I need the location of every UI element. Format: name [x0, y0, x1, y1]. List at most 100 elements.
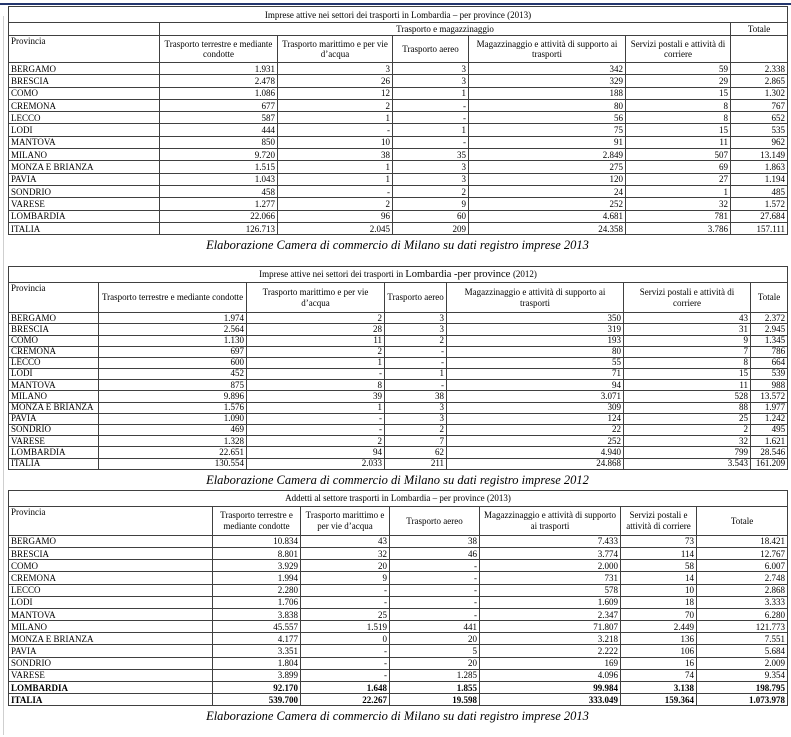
value-cell: 7.433 — [479, 534, 621, 548]
value-cell: 600 — [98, 356, 247, 370]
value-cell: 3.351 — [212, 644, 301, 658]
value-cell: 652 — [729, 111, 789, 125]
value-cell: 1 — [384, 368, 447, 381]
column-header-aereo: Trasporto aereo — [392, 35, 469, 63]
province-cell: PAVIA — [8, 644, 213, 658]
value-cell: 962 — [729, 135, 789, 150]
table-imprese-2012: Imprese attive nei settori dei trasporti… — [7, 266, 789, 470]
value-cell: 2.372 — [749, 312, 789, 325]
table-row: VARESE 1.328 2 7 252 32 1.621 — [8, 435, 789, 448]
value-cell: 8 — [246, 379, 385, 392]
value-cell: 3 — [277, 61, 393, 76]
value-cell: 1 — [277, 160, 393, 174]
column-header-provincia: Provincia — [8, 505, 213, 536]
value-cell: 94 — [246, 446, 385, 459]
value-cell: 96 — [277, 209, 393, 223]
value-cell: 8 — [623, 356, 751, 370]
province-cell: MONZA E BRIANZA — [8, 401, 99, 414]
value-cell: 2.280 — [212, 583, 301, 597]
table-row: MONZA E BRIANZA 1.576 1 3 309 88 1.977 — [8, 401, 789, 414]
value-cell: 4.681 — [468, 209, 626, 223]
value-cell: 2.849 — [468, 148, 626, 162]
value-cell: 28 — [246, 323, 385, 336]
value-cell: 28.546 — [749, 446, 789, 459]
value-cell: 528 — [623, 390, 751, 403]
value-cell: 2 — [246, 312, 385, 325]
province-cell: ITALIA — [8, 221, 160, 236]
table-row: LODI 1.706- -1.609 18 3.333 — [8, 595, 789, 609]
table-title: Addetti al settore trasporti in Lombardi… — [7, 489, 789, 507]
table-caption: Elaborazione Camera di commercio di Mila… — [206, 709, 589, 724]
table-row: LOMBARDIA 92.170 1.648 1.855 99.984 3.138 198.… — [8, 681, 789, 695]
province-cell: LECCO — [8, 583, 213, 597]
value-cell: 319 — [446, 323, 624, 336]
table-row: BRESCIA 8.801 32 46 3.774 114 12.767 — [8, 546, 789, 561]
value-cell: 1 — [625, 184, 731, 199]
province-cell: COMO — [8, 559, 213, 573]
province-cell: SONDRIO — [8, 656, 213, 670]
value-cell: 2 — [392, 184, 469, 199]
table-row: SONDRIO 1.804-20 169 16 2.009 — [8, 656, 789, 670]
value-cell: 1.194 — [729, 172, 789, 186]
value-cell: 309 — [446, 401, 624, 414]
value-cell: 2.868 — [695, 583, 789, 597]
value-cell: 7 — [623, 345, 751, 358]
province-cell: BRESCIA — [8, 74, 160, 88]
value-cell: 3 — [392, 74, 469, 88]
province-cell: MILANO — [8, 620, 213, 634]
table-row: BERGAMO 1.974 2 3 350 43 2.372 — [8, 312, 789, 325]
column-header-postali: Servizi postali e attività di corriere — [625, 35, 731, 63]
table-row: LECCO 2.280- -578 10 2.868 — [8, 583, 789, 597]
value-cell: 252 — [468, 197, 626, 211]
page-edge-line — [3, 16, 4, 735]
table-row: LODI 444-1 75 15 535 — [8, 123, 789, 137]
value-cell: 24 — [468, 184, 626, 199]
value-cell: 1.090 — [98, 412, 247, 426]
value-cell: 15 — [625, 86, 731, 100]
table-title: Imprese attive nei settori dei trasporti… — [7, 6, 789, 23]
province-cell: LODI — [8, 123, 160, 137]
value-cell: 3 — [384, 412, 447, 426]
province-cell: LECCO — [8, 356, 99, 370]
table-row: VARESE 3.899-1.285 4.096 74 9.354 — [8, 668, 789, 683]
value-cell: 1.277 — [159, 197, 278, 211]
value-cell: 3.929 — [212, 559, 301, 573]
province-cell: PAVIA — [8, 172, 160, 186]
province-cell: BRESCIA — [8, 323, 99, 336]
value-cell: 485 — [729, 184, 789, 199]
value-cell: 444 — [159, 123, 278, 137]
province-cell: COMO — [8, 334, 99, 347]
value-cell: 9 — [623, 334, 751, 347]
province-cell: MONZA E BRIANZA — [8, 160, 160, 174]
value-cell: 38 — [277, 148, 393, 162]
province-cell: COMO — [8, 86, 160, 100]
value-cell: 1.931 — [159, 61, 278, 76]
column-header-postali: Servizi postali e attività di corriere — [620, 505, 697, 536]
value-cell: 124 — [446, 412, 624, 426]
table-row: PAVIA 1.043 1 3 120 27 1.194 — [8, 172, 789, 186]
value-cell: 99.984 — [479, 681, 621, 695]
value-cell: 69 — [625, 160, 731, 174]
value-cell: 80 — [468, 98, 626, 113]
table-title: Imprese attive nei settori dei trasporti… — [7, 266, 789, 284]
value-cell: 4.177 — [212, 632, 301, 646]
value-cell: - — [300, 656, 390, 670]
value-cell: 1.328 — [98, 435, 247, 448]
province-cell: MANTOVA — [8, 607, 213, 622]
province-cell: ITALIA — [8, 693, 213, 707]
value-cell: 875 — [98, 379, 247, 392]
value-cell: 1.863 — [729, 160, 789, 174]
province-cell: LODI — [8, 368, 99, 381]
value-cell: 2.865 — [729, 74, 789, 88]
value-cell: - — [384, 356, 447, 370]
column-header-magazzinaggio: Magazzinaggio e attività di supporto ai … — [446, 282, 624, 314]
value-cell: 9 — [300, 571, 390, 585]
province-cell: MONZA E BRIANZA — [8, 632, 213, 646]
value-cell: 188 — [468, 86, 626, 100]
value-cell: 1.576 — [98, 401, 247, 414]
value-cell: 157.111 — [729, 221, 789, 236]
value-cell: 4.096 — [479, 668, 621, 683]
value-cell: 342 — [468, 61, 626, 76]
value-cell: 20 — [300, 559, 390, 573]
value-cell: 2.033 — [246, 457, 385, 470]
